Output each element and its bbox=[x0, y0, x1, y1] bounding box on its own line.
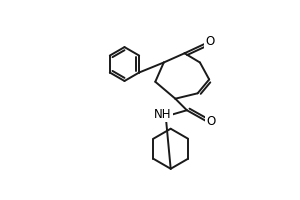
Text: O: O bbox=[206, 115, 215, 128]
Text: O: O bbox=[205, 35, 214, 48]
Text: NH: NH bbox=[154, 108, 172, 121]
